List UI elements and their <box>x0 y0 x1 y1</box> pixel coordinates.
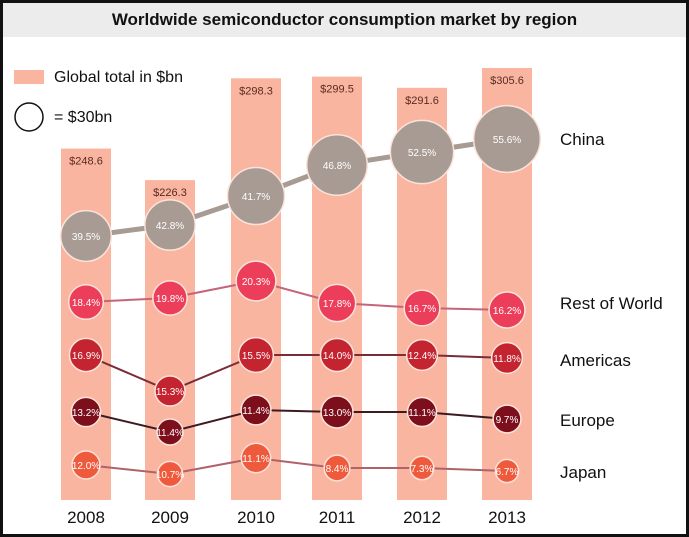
bubble-value-label: 11.1% <box>408 408 436 419</box>
bubble-rest-of-world-2012 <box>403 289 441 327</box>
bubble-japan-2012 <box>409 455 435 481</box>
x-tick-label: 2013 <box>488 508 526 527</box>
bubble-china-2009 <box>144 199 196 251</box>
bar-value-label: $248.6 <box>69 156 103 168</box>
series-label-americas: Americas <box>560 351 631 370</box>
legend-bubble-label: = $30bn <box>54 109 112 126</box>
legend-bar-swatch <box>14 70 44 84</box>
bubble-value-label: 15.5% <box>242 351 270 362</box>
series-labels: China Rest of World Americas Europe Japan <box>560 130 663 482</box>
bubble-china-2010 <box>226 166 286 226</box>
bubble-europe-2012 <box>406 396 438 428</box>
bubble-value-label: 13.2% <box>72 408 100 419</box>
bubble-value-label: 9.7% <box>496 415 519 426</box>
bubble-rest-of-world-2008 <box>67 283 105 321</box>
series-label-rest-of-world: Rest of World <box>560 294 663 313</box>
x-tick-label: 2010 <box>237 508 275 527</box>
bubble-americas-2012 <box>405 338 439 372</box>
bubble-value-label: 19.8% <box>156 294 184 305</box>
bubble-value-label: 16.2% <box>493 306 521 317</box>
x-tick-label: 2008 <box>67 508 105 527</box>
bubble-europe-2010 <box>240 394 272 426</box>
bubble-value-label: 11.4% <box>156 428 184 439</box>
bubble-rest-of-world-2013 <box>488 291 526 329</box>
bubble-value-label: 11.8% <box>493 354 521 365</box>
bubble-japan-2009 <box>156 460 184 488</box>
line-japan <box>85 456 508 476</box>
series-label-japan: Japan <box>560 463 606 482</box>
bubble-value-label: 16.7% <box>408 304 436 315</box>
bubble-japan-2011 <box>323 454 351 482</box>
x-tick-label: 2009 <box>151 508 189 527</box>
bar-value-label: $305.6 <box>490 75 524 87</box>
bubble-americas-2008 <box>68 337 104 373</box>
bubble-americas-2009 <box>154 375 186 407</box>
bubble-japan-2010 <box>240 442 272 474</box>
legend: Global total in $bn = $30bn <box>14 69 183 132</box>
x-axis: 2008 2009 2010 2011 2012 2013 <box>67 508 526 527</box>
bubble-japan-2013 <box>494 458 520 484</box>
chart-title: Worldwide semiconductor consumption mark… <box>3 3 686 37</box>
x-tick-label: 2012 <box>403 508 441 527</box>
bubble-value-label: 14.0% <box>323 351 351 362</box>
bubble-value-label: 39.5% <box>72 232 100 243</box>
bubble-value-label: 8.4% <box>326 464 349 475</box>
bubble-americas-2013 <box>490 341 524 375</box>
bars-layer: $248.6 $226.3 $298.3 $299.5 $291.6 $305.6 <box>61 68 532 501</box>
bubble-americas-2011 <box>319 337 355 373</box>
bubble-rest-of-world-2011 <box>317 283 357 323</box>
bubble-value-label: 12.0% <box>72 461 100 472</box>
bubble-value-label: 52.5% <box>408 148 436 159</box>
bubble-china-2008 <box>59 209 113 263</box>
x-tick-label: 2011 <box>319 508 356 527</box>
bubble-value-label: 46.8% <box>323 161 351 172</box>
bubble-value-label: 15.3% <box>156 387 184 398</box>
bubble-value-label: 11.1% <box>242 454 270 465</box>
bar-value-label: $299.5 <box>320 84 354 96</box>
bubble-europe-2013 <box>492 404 522 434</box>
bubble-europe-2008 <box>70 396 102 428</box>
bubble-europe-2009 <box>156 418 184 446</box>
bubble-value-label: 17.8% <box>323 299 351 310</box>
bar-value-label: $226.3 <box>153 187 187 199</box>
bubble-value-label: 16.9% <box>72 351 100 362</box>
bubble-value-label: 42.8% <box>156 221 184 232</box>
bubble-value-label: 41.7% <box>242 192 270 203</box>
bubble-value-label: 7.3% <box>411 464 434 475</box>
bubble-value-label: 13.0% <box>323 408 351 419</box>
legend-bar-label: Global total in $bn <box>54 69 183 86</box>
bubble-europe-2011 <box>320 395 354 429</box>
bubbles-layer: 39.5% 42.8% 41.7% 46.8% 52.5% 55.6% 18.4% 19.8%… <box>59 104 542 488</box>
bubble-value-label: 11.4% <box>242 406 270 417</box>
bubble-value-label: 12.4% <box>408 351 436 362</box>
bubble-value-label: 18.4% <box>72 298 100 309</box>
series-label-europe: Europe <box>560 411 615 430</box>
bubble-value-label: 10.7% <box>156 470 184 481</box>
bubble-americas-2010 <box>237 336 275 374</box>
legend-bubble-swatch <box>14 102 44 132</box>
bubble-value-label: 55.6% <box>493 135 521 146</box>
bubble-china-2011 <box>305 133 369 197</box>
series-label-china: China <box>560 130 605 149</box>
bubble-value-label: 20.3% <box>242 277 270 288</box>
bubble-rest-of-world-2009 <box>152 280 188 316</box>
bar-value-label: $298.3 <box>239 85 273 97</box>
bubble-china-2012 <box>389 119 455 185</box>
bar-value-label: $291.6 <box>405 95 439 107</box>
bubble-china-2013 <box>472 104 542 174</box>
bubble-rest-of-world-2010 <box>235 260 277 302</box>
bubble-value-label: 6.7% <box>496 467 519 478</box>
bar-2008 <box>61 148 111 500</box>
bubble-japan-2008 <box>71 450 101 480</box>
